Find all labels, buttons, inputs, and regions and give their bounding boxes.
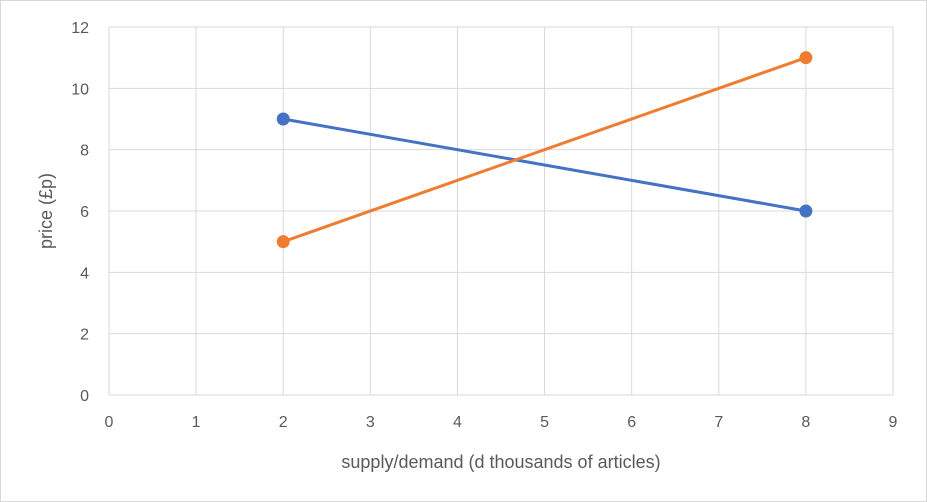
x-tick-label: 7: [714, 414, 723, 431]
x-tick-label: 0: [105, 414, 114, 431]
data-point: [799, 51, 813, 65]
y-tick-label: 0: [80, 388, 89, 405]
x-tick-label: 3: [366, 414, 375, 431]
x-tick-label: 5: [540, 414, 549, 431]
data-point: [276, 112, 290, 126]
data-point: [276, 235, 290, 249]
x-tick-label: 6: [627, 414, 636, 431]
y-axis-title: price (£p): [36, 173, 56, 249]
y-tick-label: 2: [80, 327, 89, 344]
series-line-1: [282, 117, 807, 213]
x-tick-label: 2: [279, 414, 288, 431]
y-tick-label: 8: [80, 143, 89, 160]
x-axis-title: supply/demand (d thousands of articles): [341, 452, 660, 472]
x-tick-label: 8: [801, 414, 810, 431]
x-tick-label: 4: [453, 414, 462, 431]
y-tick-label: 10: [71, 81, 89, 98]
x-tick-label: 1: [192, 414, 201, 431]
series-lines: [276, 51, 813, 249]
y-tick-label: 6: [80, 204, 89, 221]
data-point: [799, 204, 813, 218]
y-tick-label: 4: [80, 265, 89, 282]
x-tick-label: 9: [889, 414, 898, 431]
gridlines: [108, 26, 894, 396]
series-line-2: [282, 56, 807, 244]
y-tick-label: 12: [71, 20, 89, 37]
